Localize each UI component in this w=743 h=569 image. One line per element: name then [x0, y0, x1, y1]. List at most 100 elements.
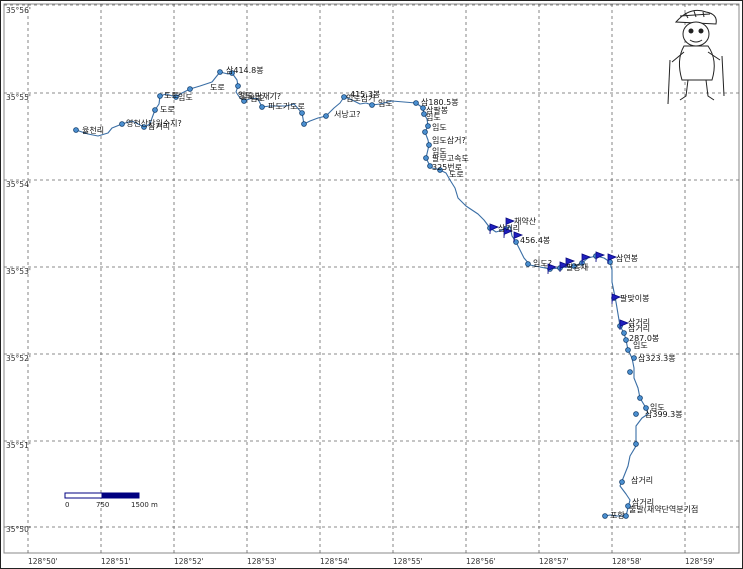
lat-label: 35°53': [6, 267, 31, 276]
flag-icon[interactable]: [547, 263, 558, 274]
waypoint-marker[interactable]: [259, 104, 265, 110]
waypoint-marker[interactable]: [420, 105, 426, 111]
lon-label: 128°52': [174, 557, 204, 566]
waypoint-marker[interactable]: [299, 110, 305, 116]
waypoint-marker[interactable]: [602, 513, 608, 519]
lon-label: 128°59': [685, 557, 715, 566]
waypoint-marker[interactable]: [341, 94, 347, 100]
lat-label: 35°52': [6, 354, 31, 363]
lat-label: 35°55': [6, 93, 31, 102]
waypoint-label: 삼거리: [632, 497, 654, 507]
scale-label-0: 0: [65, 501, 69, 509]
waypoint-label: 출발(채약단역분기점: [629, 504, 698, 514]
lon-label: 128°58': [612, 557, 642, 566]
waypoint-label: 도로: [449, 170, 464, 179]
flag-layer: [489, 217, 630, 330]
waypoint-marker[interactable]: [235, 83, 241, 89]
waypoint-marker[interactable]: [421, 111, 427, 117]
lat-label: 35°51': [6, 441, 31, 450]
waypoint-marker[interactable]: [633, 411, 639, 417]
flag-icon[interactable]: [505, 217, 516, 228]
waypoint-marker[interactable]: [423, 155, 429, 161]
waypoint-marker[interactable]: [426, 142, 432, 148]
waypoint-label: 임도발재기?: [240, 91, 281, 101]
waypoint-label: 임도삼거: [346, 93, 375, 103]
waypoint-marker[interactable]: [619, 479, 625, 485]
waypoint-label: 영천산단원수지?: [126, 118, 182, 128]
waypoint-marker[interactable]: [241, 98, 247, 104]
waypoint-marker[interactable]: [623, 513, 629, 519]
waypoint-label: 456.4봉: [520, 236, 550, 245]
waypoint-marker[interactable]: [323, 113, 329, 119]
waypoint-label: 도로: [160, 105, 175, 114]
waypoint-label: 임도?: [533, 259, 552, 268]
lon-label: 128°50': [28, 557, 58, 566]
waypoint-marker[interactable]: [643, 405, 649, 411]
waypoint-label: 임도: [238, 91, 253, 100]
waypoint-marker[interactable]: [623, 337, 629, 343]
flag-icon[interactable]: [513, 231, 524, 242]
waypoint-marker[interactable]: [437, 167, 443, 173]
waypoint-label: 파도기도로: [268, 102, 305, 111]
waypoint-marker[interactable]: [301, 121, 307, 127]
flag-icon[interactable]: [503, 227, 514, 238]
waypoint-marker[interactable]: [187, 86, 193, 92]
waypoint-label: 임도: [426, 113, 441, 122]
waypoint-label: 임도: [633, 341, 648, 350]
scale-label-750: 750: [96, 501, 109, 509]
waypoint-label-layer: 율천리 영천산단원수지? 삼거리 도로 도로 임도 도로 삼414.8봉 임도 …: [82, 65, 698, 520]
flag-icon[interactable]: [581, 253, 592, 264]
waypoint-marker[interactable]: [425, 123, 431, 129]
waypoint-marker[interactable]: [369, 102, 375, 108]
latitude-labels: 35°56' 35°55' 35°54' 35°53' 35°52' 35°51…: [6, 6, 31, 534]
waypoint-marker[interactable]: [413, 100, 419, 106]
flag-icon[interactable]: [489, 223, 500, 234]
waypoint-marker[interactable]: [637, 395, 643, 401]
waypoint-label: 임도: [178, 93, 193, 102]
waypoint-marker[interactable]: [217, 69, 223, 75]
lon-label: 128°51': [101, 557, 131, 566]
flag-icon[interactable]: [595, 251, 606, 262]
waypoint-marker[interactable]: [633, 441, 639, 447]
waypoint-marker[interactable]: [571, 263, 577, 269]
waypoint-marker[interactable]: [157, 93, 163, 99]
waypoint-label: 임도: [378, 99, 393, 108]
waypoint-label: 287.0봉: [629, 334, 659, 343]
waypoint-marker[interactable]: [625, 347, 631, 353]
flag-icon[interactable]: [565, 257, 576, 268]
waypoint-label: 삼거리: [148, 121, 170, 131]
scale-bar: 0 750 1500 m: [64, 492, 158, 509]
waypoint-marker[interactable]: [631, 355, 637, 361]
waypoint-label: 포항: [610, 511, 625, 520]
flag-icon[interactable]: [607, 253, 618, 264]
waypoint-label: 삼414.8봉: [226, 65, 264, 75]
waypoint-marker[interactable]: [173, 94, 179, 100]
waypoint-marker[interactable]: [427, 163, 433, 169]
waypoint-marker[interactable]: [152, 107, 158, 113]
waypoint-marker[interactable]: [627, 369, 633, 375]
lat-label: 35°54': [6, 180, 31, 189]
lon-label: 128°56': [466, 557, 496, 566]
waypoint-marker[interactable]: [141, 124, 147, 130]
waypoint-marker[interactable]: [625, 503, 631, 509]
waypoint-label: 삼323.3봉: [638, 353, 676, 363]
flag-icon[interactable]: [619, 319, 630, 330]
lon-label: 128°53': [247, 557, 277, 566]
waypoint-label: 임도: [432, 123, 447, 132]
waypoint-marker[interactable]: [229, 70, 235, 76]
grid: [4, 4, 739, 553]
flag-icon[interactable]: [611, 293, 622, 304]
waypoint-label: 임도: [432, 147, 447, 156]
waypoint-label: 임도: [650, 403, 665, 412]
waypoint-label: 팔맞이봉: [620, 293, 649, 303]
waypoint-marker[interactable]: [119, 121, 125, 127]
longitude-labels: 128°50' 128°51' 128°52' 128°53' 128°54' …: [28, 557, 715, 566]
waypoint-label: 삼연봉: [616, 253, 638, 263]
waypoint-marker[interactable]: [621, 330, 627, 336]
waypoint-marker[interactable]: [525, 261, 531, 267]
plot-border: [3, 3, 740, 554]
waypoint-label: 임도: [250, 94, 265, 103]
waypoint-marker[interactable]: [422, 129, 428, 135]
waypoint-marker[interactable]: [73, 127, 79, 133]
